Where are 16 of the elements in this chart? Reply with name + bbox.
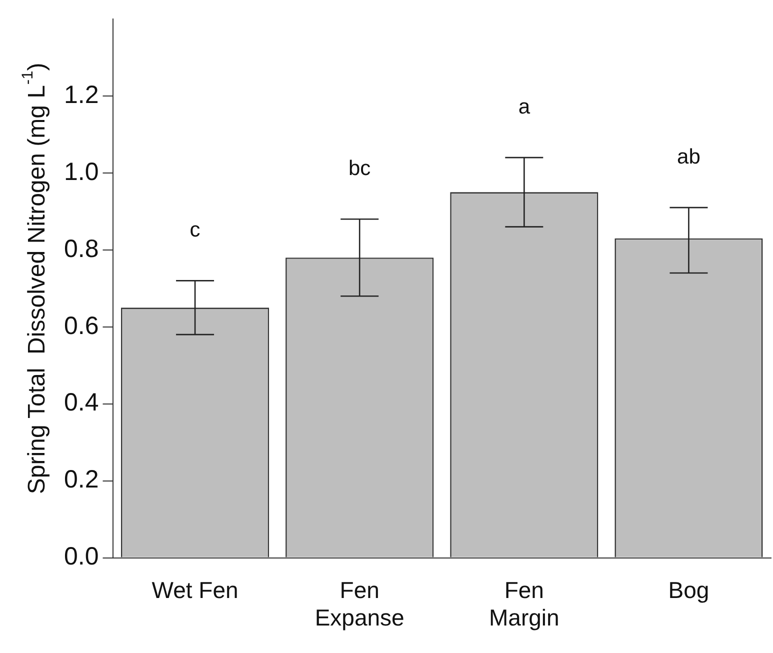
y-tick-label: 0.8 (64, 234, 99, 263)
y-tick-label: 1.0 (64, 158, 99, 186)
y-tick-label: 0.0 (64, 542, 99, 571)
y-tick-label: 1.2 (64, 80, 99, 109)
x-tick-label: Wet Fen (152, 576, 238, 603)
y-tick-label: 0.2 (64, 466, 99, 494)
x-tick-label: Fen Expanse (314, 576, 404, 631)
annotation: c (190, 218, 200, 242)
y-tick-label: 0.4 (64, 388, 99, 417)
y-tick-label: 0.6 (64, 312, 99, 340)
y-axis-title: Spring Total Dissolved Nitrogen (mg L-1) (20, 62, 51, 494)
annotation: ab (677, 145, 700, 168)
annotation: a (518, 95, 530, 118)
x-tick-label: Fen Margin (489, 576, 560, 631)
annotation: bc (348, 156, 371, 180)
x-tick-label: Bog (668, 576, 710, 603)
